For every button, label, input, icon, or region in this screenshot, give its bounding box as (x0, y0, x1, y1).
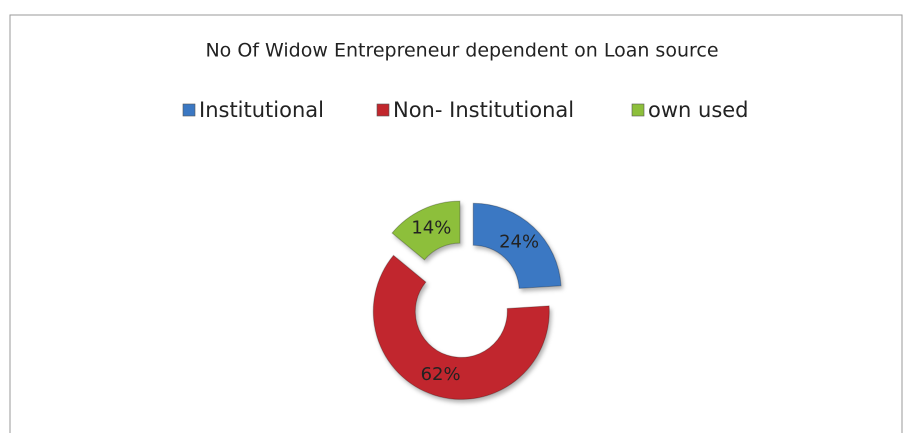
legend-label: own used (648, 98, 749, 122)
legend-label: Institutional (199, 98, 324, 122)
legend-swatch (376, 103, 390, 117)
plot-area: 24% 62% 14% (372, 200, 562, 400)
doughnut-segment (391, 200, 461, 261)
legend-label: Non- Institutional (393, 98, 574, 122)
data-label: 14% (411, 218, 451, 239)
doughnut-segment (372, 254, 550, 400)
legend: Institutional Non- Institutional own used (182, 98, 749, 122)
data-label: 62% (421, 364, 461, 385)
chart-title: No Of Widow Entrepreneur dependent on Lo… (205, 40, 718, 62)
data-label: 24% (499, 231, 539, 252)
doughnut-segment (472, 202, 562, 289)
legend-swatch (182, 103, 196, 117)
legend-swatch (631, 103, 645, 117)
